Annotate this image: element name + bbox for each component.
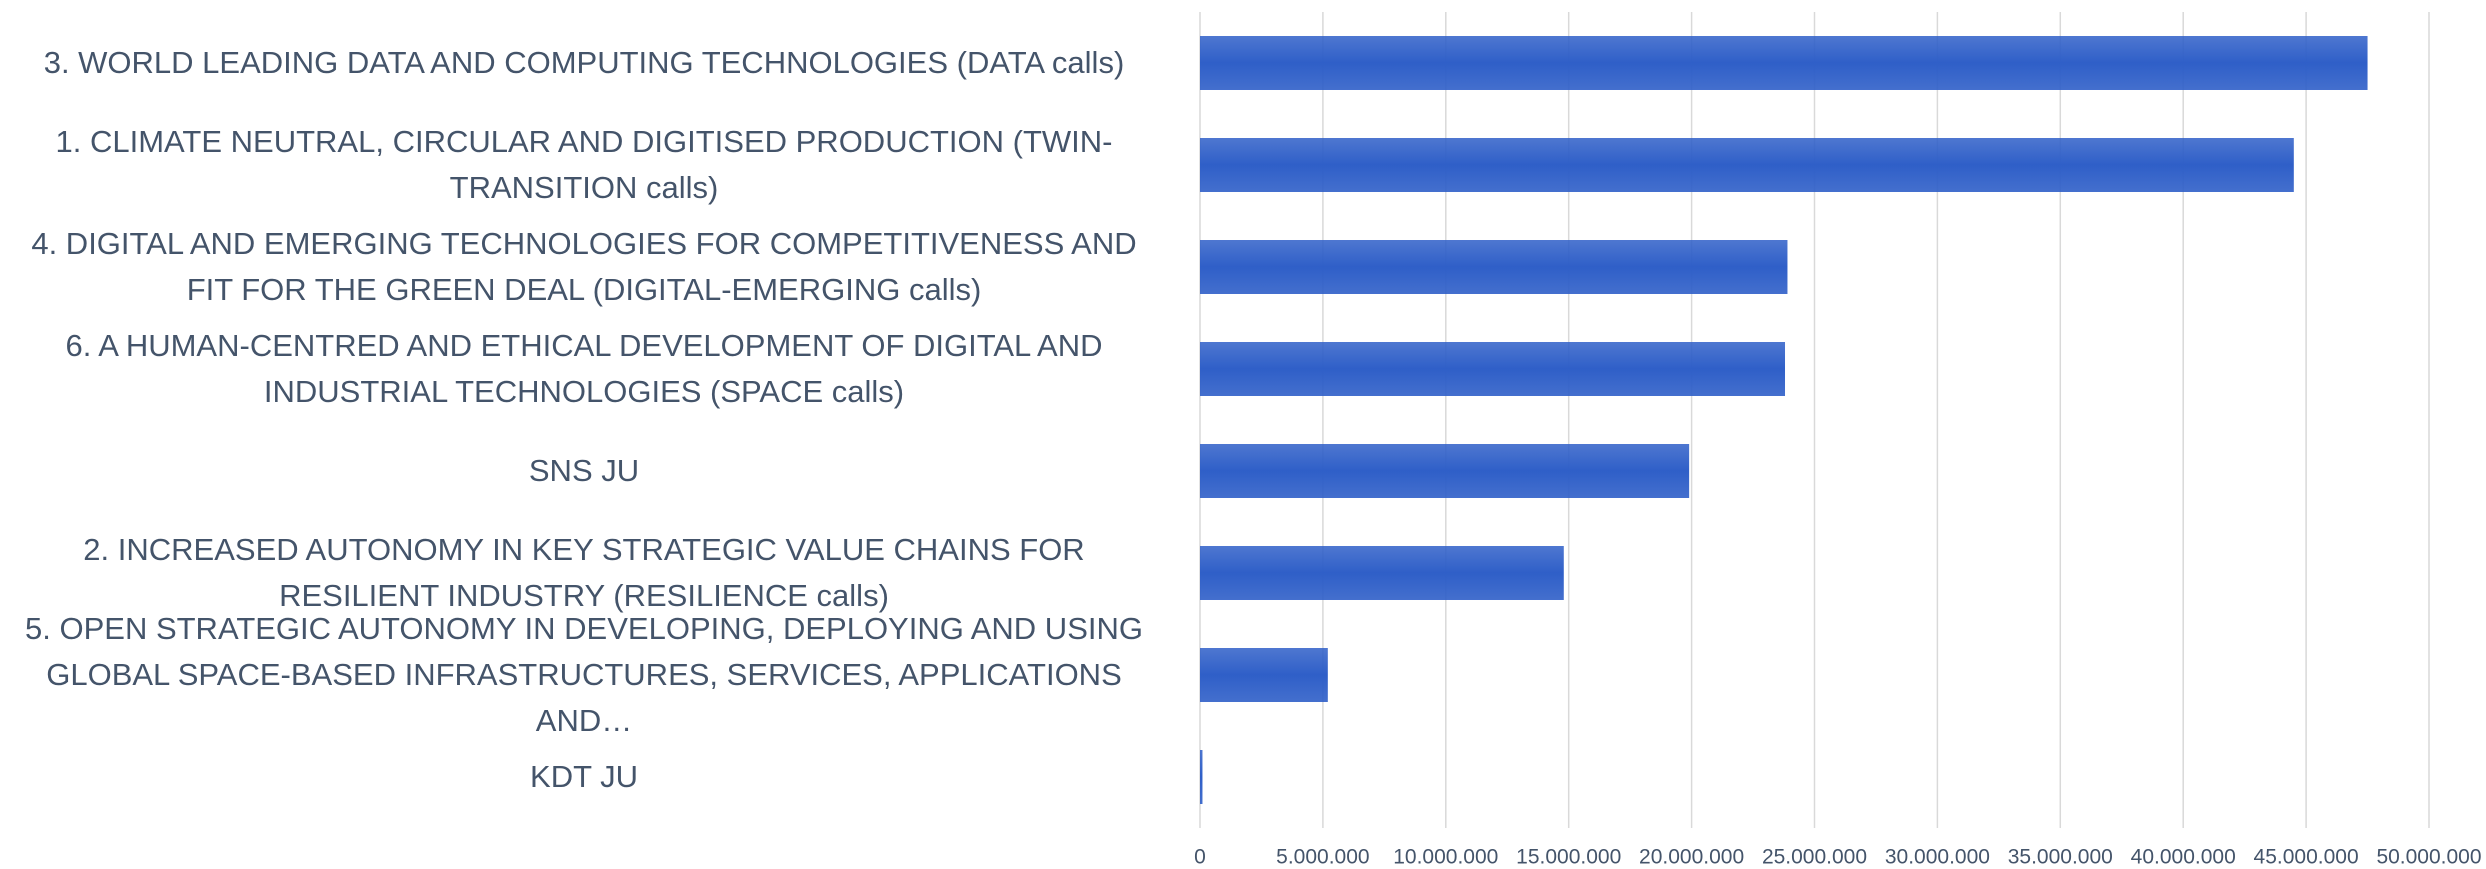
x-tick-label: 40.000.000 xyxy=(2131,846,2236,869)
x-tick-label: 5.000.000 xyxy=(1276,846,1369,869)
x-tick-label: 20.000.000 xyxy=(1639,846,1744,869)
y-tick-label: SNS JU xyxy=(528,453,640,488)
y-tick-label: 3. WORLD LEADING DATA AND COMPUTING TECH… xyxy=(43,45,1125,80)
x-tick-label: 45.000.000 xyxy=(2254,846,2359,869)
x-tick-label: 30.000.000 xyxy=(1885,846,1990,869)
bar xyxy=(1200,240,1788,294)
x-tick-label: 15.000.000 xyxy=(1516,846,1621,869)
bar xyxy=(1200,648,1328,702)
y-tick-label: 6. A HUMAN-CENTRED AND ETHICAL DEVELOPME… xyxy=(65,328,1103,409)
bar xyxy=(1200,342,1786,396)
x-tick-label: 50.000.000 xyxy=(2376,846,2481,869)
y-tick-label: 5. OPEN STRATEGIC AUTONOMY IN DEVELOPING… xyxy=(25,611,1143,738)
bar xyxy=(1200,138,2294,192)
y-tick-label: KDT JU xyxy=(530,759,638,794)
y-tick-label: 2. INCREASED AUTONOMY IN KEY STRATEGIC V… xyxy=(83,532,1085,613)
bar xyxy=(1200,546,1564,600)
y-tick-label: 4. DIGITAL AND EMERGING TECHNOLOGIES FOR… xyxy=(31,226,1137,307)
bar xyxy=(1200,444,1690,498)
x-tick-label: 10.000.000 xyxy=(1393,846,1498,869)
bar xyxy=(1200,36,2368,90)
x-tick-label: 25.000.000 xyxy=(1762,846,1867,869)
x-tick-label: 35.000.000 xyxy=(2008,846,2113,869)
bar xyxy=(1200,750,1203,804)
x-tick-label: 0 xyxy=(1194,846,1206,869)
y-tick-label: 1. CLIMATE NEUTRAL, CIRCULAR AND DIGITIS… xyxy=(55,124,1113,205)
